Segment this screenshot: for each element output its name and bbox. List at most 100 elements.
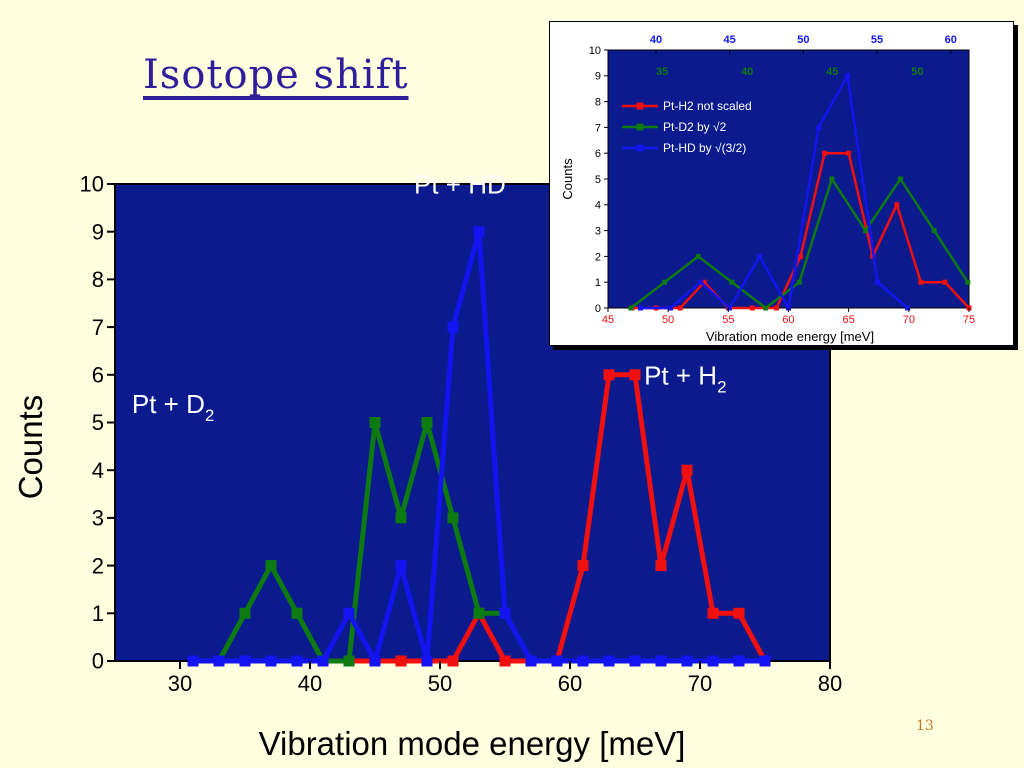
- data-point: [395, 655, 407, 667]
- y-tick-label: 0: [595, 303, 601, 315]
- y-tick-label: 2: [92, 553, 104, 578]
- data-point: [291, 607, 303, 619]
- data-point: [707, 607, 719, 619]
- data-point: [213, 655, 225, 667]
- data-point: [773, 305, 779, 311]
- data-point: [733, 655, 745, 667]
- y-tick-label: 9: [92, 219, 104, 244]
- data-point: [603, 369, 615, 381]
- x-tick-label: 70: [903, 314, 915, 326]
- data-point: [816, 124, 822, 130]
- data-point: [629, 655, 641, 667]
- data-point: [798, 253, 804, 259]
- data-point: [629, 369, 641, 381]
- data-point: [655, 560, 667, 572]
- legend-marker: [636, 144, 644, 152]
- legend-label: Pt-D2 by √2: [663, 120, 727, 134]
- data-point: [603, 655, 615, 667]
- top-axis-blue-label: 55: [871, 34, 883, 46]
- slide-title: Isotope shift: [143, 52, 409, 98]
- annotation-text: Pt + H: [644, 360, 717, 390]
- data-point: [473, 607, 485, 619]
- data-point: [447, 655, 459, 667]
- y-tick-label: 5: [595, 174, 601, 186]
- data-point: [677, 305, 683, 311]
- x-tick-label: 70: [688, 671, 712, 696]
- data-point: [759, 655, 771, 667]
- y-tick-label: 5: [92, 410, 104, 435]
- annotation-text: Pt + D: [132, 389, 205, 419]
- legend-marker: [636, 123, 644, 131]
- y-tick-label: 3: [92, 506, 104, 531]
- data-point: [965, 279, 971, 285]
- y-tick-label: 8: [595, 96, 601, 108]
- data-point: [369, 655, 381, 667]
- data-point: [698, 279, 704, 285]
- data-point: [931, 228, 937, 234]
- data-point: [447, 321, 459, 333]
- y-tick-label: 10: [589, 45, 601, 57]
- top-axis-green-label: 40: [741, 66, 753, 78]
- inset-y-axis-label: Counts: [560, 158, 575, 200]
- data-point: [343, 607, 355, 619]
- data-point: [727, 305, 733, 311]
- data-point: [749, 305, 755, 311]
- x-tick-label: 50: [662, 314, 674, 326]
- main-y-axis-label: Counts: [12, 395, 49, 500]
- y-tick-label: 10: [80, 172, 104, 197]
- top-axis-green-label: 45: [826, 66, 838, 78]
- series-line-2: [640, 74, 909, 310]
- data-point: [763, 305, 769, 311]
- inset-x-axis-label: Vibration mode energy [meV]: [706, 329, 874, 344]
- data-point: [681, 655, 693, 667]
- inset-chart-panel: 45 50 55 60 65 70 75 0 1 2 3 4 5 6 7 8 9 10 40 45 50 55 60 35 40…: [549, 21, 1014, 346]
- data-point: [239, 655, 251, 667]
- data-point: [291, 655, 303, 667]
- data-point: [918, 279, 924, 285]
- y-tick-label: 4: [595, 200, 601, 212]
- data-point: [637, 305, 643, 311]
- x-tick-label: 55: [722, 314, 734, 326]
- data-point: [421, 417, 433, 428]
- page-number: 13: [916, 718, 934, 734]
- data-point: [701, 279, 707, 285]
- data-point: [447, 512, 459, 524]
- data-point: [499, 655, 511, 667]
- data-point: [733, 607, 745, 619]
- x-tick-label: 60: [558, 671, 582, 696]
- y-tick-label: 9: [595, 71, 601, 83]
- y-tick-label: 1: [595, 277, 601, 289]
- legend-marker: [636, 102, 644, 110]
- data-point: [681, 464, 693, 476]
- x-tick-label: 45: [602, 314, 614, 326]
- y-tick-label: 6: [92, 363, 104, 388]
- annotation-label: Pt + HD: [414, 170, 506, 200]
- data-point: [897, 176, 903, 182]
- y-tick-label: 7: [595, 122, 601, 134]
- data-point: [863, 228, 869, 234]
- y-tick-label: 4: [92, 458, 104, 483]
- x-tick-label: 40: [298, 671, 322, 696]
- legend-label: Pt-H2 not scaled: [663, 99, 752, 113]
- data-point: [707, 655, 719, 667]
- top-axis-green-label: 35: [656, 66, 668, 78]
- main-x-axis-label: Vibration mode energy [meV]: [259, 725, 686, 762]
- data-point: [844, 73, 850, 79]
- y-tick-label: 8: [92, 267, 104, 292]
- top-axis-blue-label: 45: [724, 34, 736, 46]
- top-axis-green-label: 50: [911, 66, 923, 78]
- data-point: [265, 560, 277, 572]
- data-point: [942, 279, 948, 285]
- data-point: [668, 305, 674, 311]
- x-tick-label: 30: [168, 671, 192, 696]
- x-tick-label: 80: [818, 671, 842, 696]
- data-point: [187, 655, 199, 667]
- y-tick-label: 0: [92, 649, 104, 674]
- data-point: [894, 202, 900, 208]
- data-point: [846, 150, 852, 156]
- data-point: [551, 655, 563, 667]
- data-point: [395, 512, 407, 524]
